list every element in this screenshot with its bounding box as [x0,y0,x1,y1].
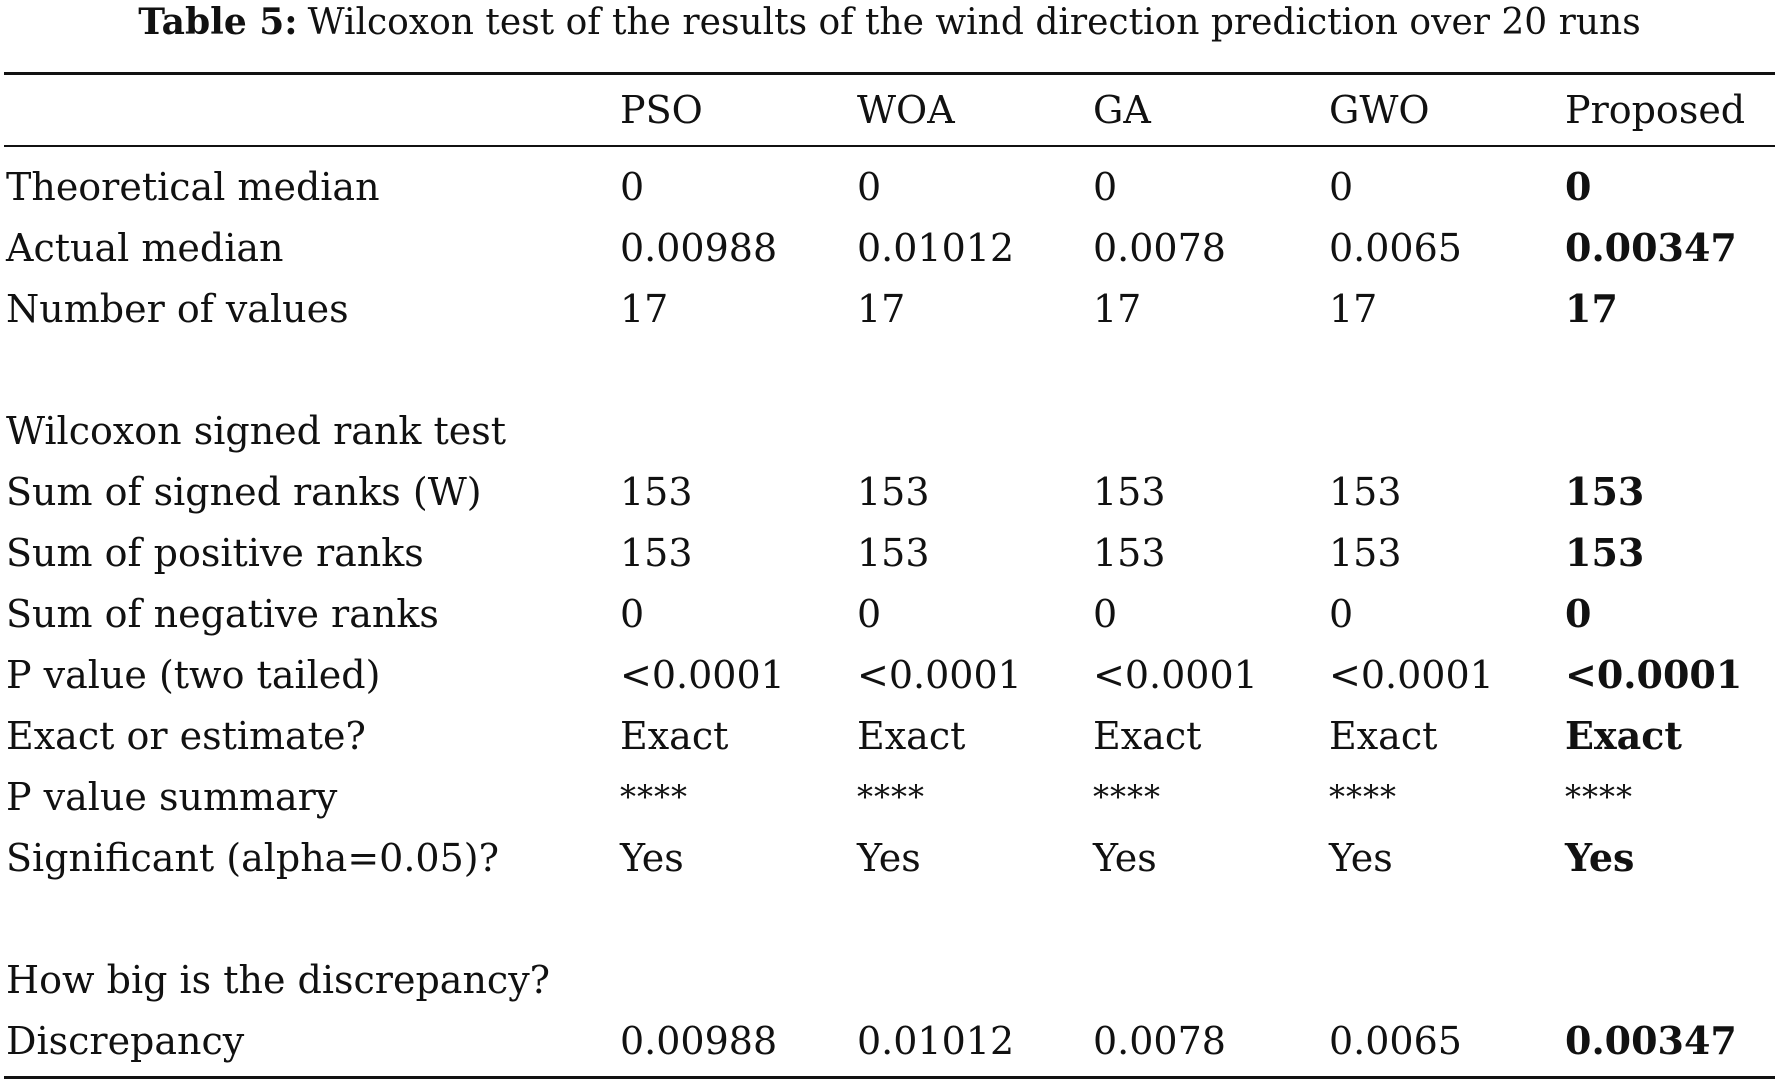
cell-ga: Exact [1093,714,1202,758]
cell-pso: <0.0001 [620,653,785,697]
table-row-p-value: P value (two tailed) <0.0001 <0.0001 <0.… [0,645,1779,705]
table-row-number-of-values: Number of values 17 17 17 17 17 [0,279,1779,339]
cell-pso: 0 [620,165,645,209]
row-label: P value (two tailed) [6,653,381,697]
cell-gwo: 153 [1329,470,1402,514]
cell-ga: <0.0001 [1093,653,1258,697]
cell-woa: Yes [857,836,921,880]
bottom-rule [4,1076,1775,1079]
cell-woa: <0.0001 [857,653,1022,697]
section-heading: Wilcoxon signed rank test [6,409,506,453]
cell-ga: 153 [1093,470,1166,514]
caption-text: Wilcoxon test of the results of the wind… [307,2,1641,43]
cell-woa: 0.01012 [857,1019,1015,1063]
cell-proposed: **** [1565,778,1633,816]
row-label: Theoretical median [6,165,380,209]
cell-woa: **** [857,778,925,816]
top-rule [4,72,1775,75]
table-row-exact-or-estimate: Exact or estimate? Exact Exact Exact Exa… [0,706,1779,766]
cell-ga: 0.0078 [1093,1019,1226,1063]
cell-woa: Exact [857,714,966,758]
cell-pso: 0.00988 [620,226,778,270]
header-cell-gwo: GWO [1329,88,1430,132]
cell-pso: 0 [620,592,645,636]
cell-pso: **** [620,778,688,816]
table-row-section-wilcoxon: Wilcoxon signed rank test [0,401,1779,461]
table-row-sum-positive-ranks: Sum of positive ranks 153 153 153 153 15… [0,523,1779,583]
cell-proposed: Yes [1565,835,1635,880]
cell-woa: 17 [857,287,906,331]
cell-pso: 0.00988 [620,1019,778,1063]
row-label: Number of values [6,287,349,331]
cell-proposed: Exact [1565,713,1682,758]
cell-gwo: 153 [1329,531,1402,575]
cell-woa: 0 [857,165,882,209]
cell-proposed: 0.00347 [1565,1018,1737,1063]
cell-proposed: <0.0001 [1565,652,1743,697]
cell-proposed: 0.00347 [1565,225,1737,270]
table-caption: Table 5: Wilcoxon test of the results of … [0,0,1779,45]
cell-ga: 0 [1093,592,1118,636]
header-cell-ga: GA [1093,88,1151,132]
table-row-discrepancy: Discrepancy 0.00988 0.01012 0.0078 0.006… [0,1011,1779,1071]
cell-woa: 153 [857,470,930,514]
cell-ga: 0 [1093,165,1118,209]
cell-gwo: **** [1329,778,1397,816]
row-label: Actual median [6,226,284,270]
table-row-significant: Significant (alpha=0.05)? Yes Yes Yes Ye… [0,828,1779,888]
cell-proposed: 0 [1565,591,1592,636]
section-heading: How big is the discrepancy? [6,958,551,1002]
table-row-sum-negative-ranks: Sum of negative ranks 0 0 0 0 0 [0,584,1779,644]
cell-pso: Yes [620,836,684,880]
header-cell-pso: PSO [620,88,703,132]
row-label: Sum of signed ranks (W) [6,470,482,514]
cell-proposed: 17 [1565,286,1618,331]
header-cell-woa: WOA [857,88,955,132]
header-row: PSO WOA GA GWO Proposed [0,80,1779,140]
header-cell-proposed: Proposed [1565,88,1746,132]
cell-gwo: 17 [1329,287,1378,331]
cell-gwo: 0 [1329,592,1354,636]
cell-ga: 153 [1093,531,1166,575]
table-row-actual-median: Actual median 0.00988 0.01012 0.0078 0.0… [0,218,1779,278]
row-label: Exact or estimate? [6,714,366,758]
cell-ga: **** [1093,778,1161,816]
cell-ga: 0.0078 [1093,226,1226,270]
cell-gwo: <0.0001 [1329,653,1494,697]
cell-woa: 153 [857,531,930,575]
table-row-section-discrepancy: How big is the discrepancy? [0,950,1779,1010]
cell-pso: 17 [620,287,669,331]
cell-ga: 17 [1093,287,1142,331]
cell-woa: 0.01012 [857,226,1015,270]
row-label: Discrepancy [6,1019,245,1063]
header-rule [4,145,1775,147]
cell-gwo: Yes [1329,836,1393,880]
cell-gwo: 0 [1329,165,1354,209]
cell-gwo: Exact [1329,714,1438,758]
row-label: P value summary [6,775,338,819]
cell-proposed: 153 [1565,469,1645,514]
cell-gwo: 0.0065 [1329,226,1462,270]
row-label: Sum of positive ranks [6,531,424,575]
cell-pso: 153 [620,531,693,575]
cell-proposed: 0 [1565,164,1592,209]
cell-pso: Exact [620,714,729,758]
row-label: Significant (alpha=0.05)? [6,836,499,880]
cell-woa: 0 [857,592,882,636]
caption-label: Table 5: [138,1,298,43]
table-row-p-value-summary: P value summary **** **** **** **** **** [0,767,1779,827]
table-row-sum-signed-ranks: Sum of signed ranks (W) 153 153 153 153 … [0,462,1779,522]
cell-pso: 153 [620,470,693,514]
table-row-theoretical-median: Theoretical median 0 0 0 0 0 [0,157,1779,217]
cell-gwo: 0.0065 [1329,1019,1462,1063]
cell-proposed: 153 [1565,530,1645,575]
cell-ga: Yes [1093,836,1157,880]
row-label: Sum of negative ranks [6,592,439,636]
